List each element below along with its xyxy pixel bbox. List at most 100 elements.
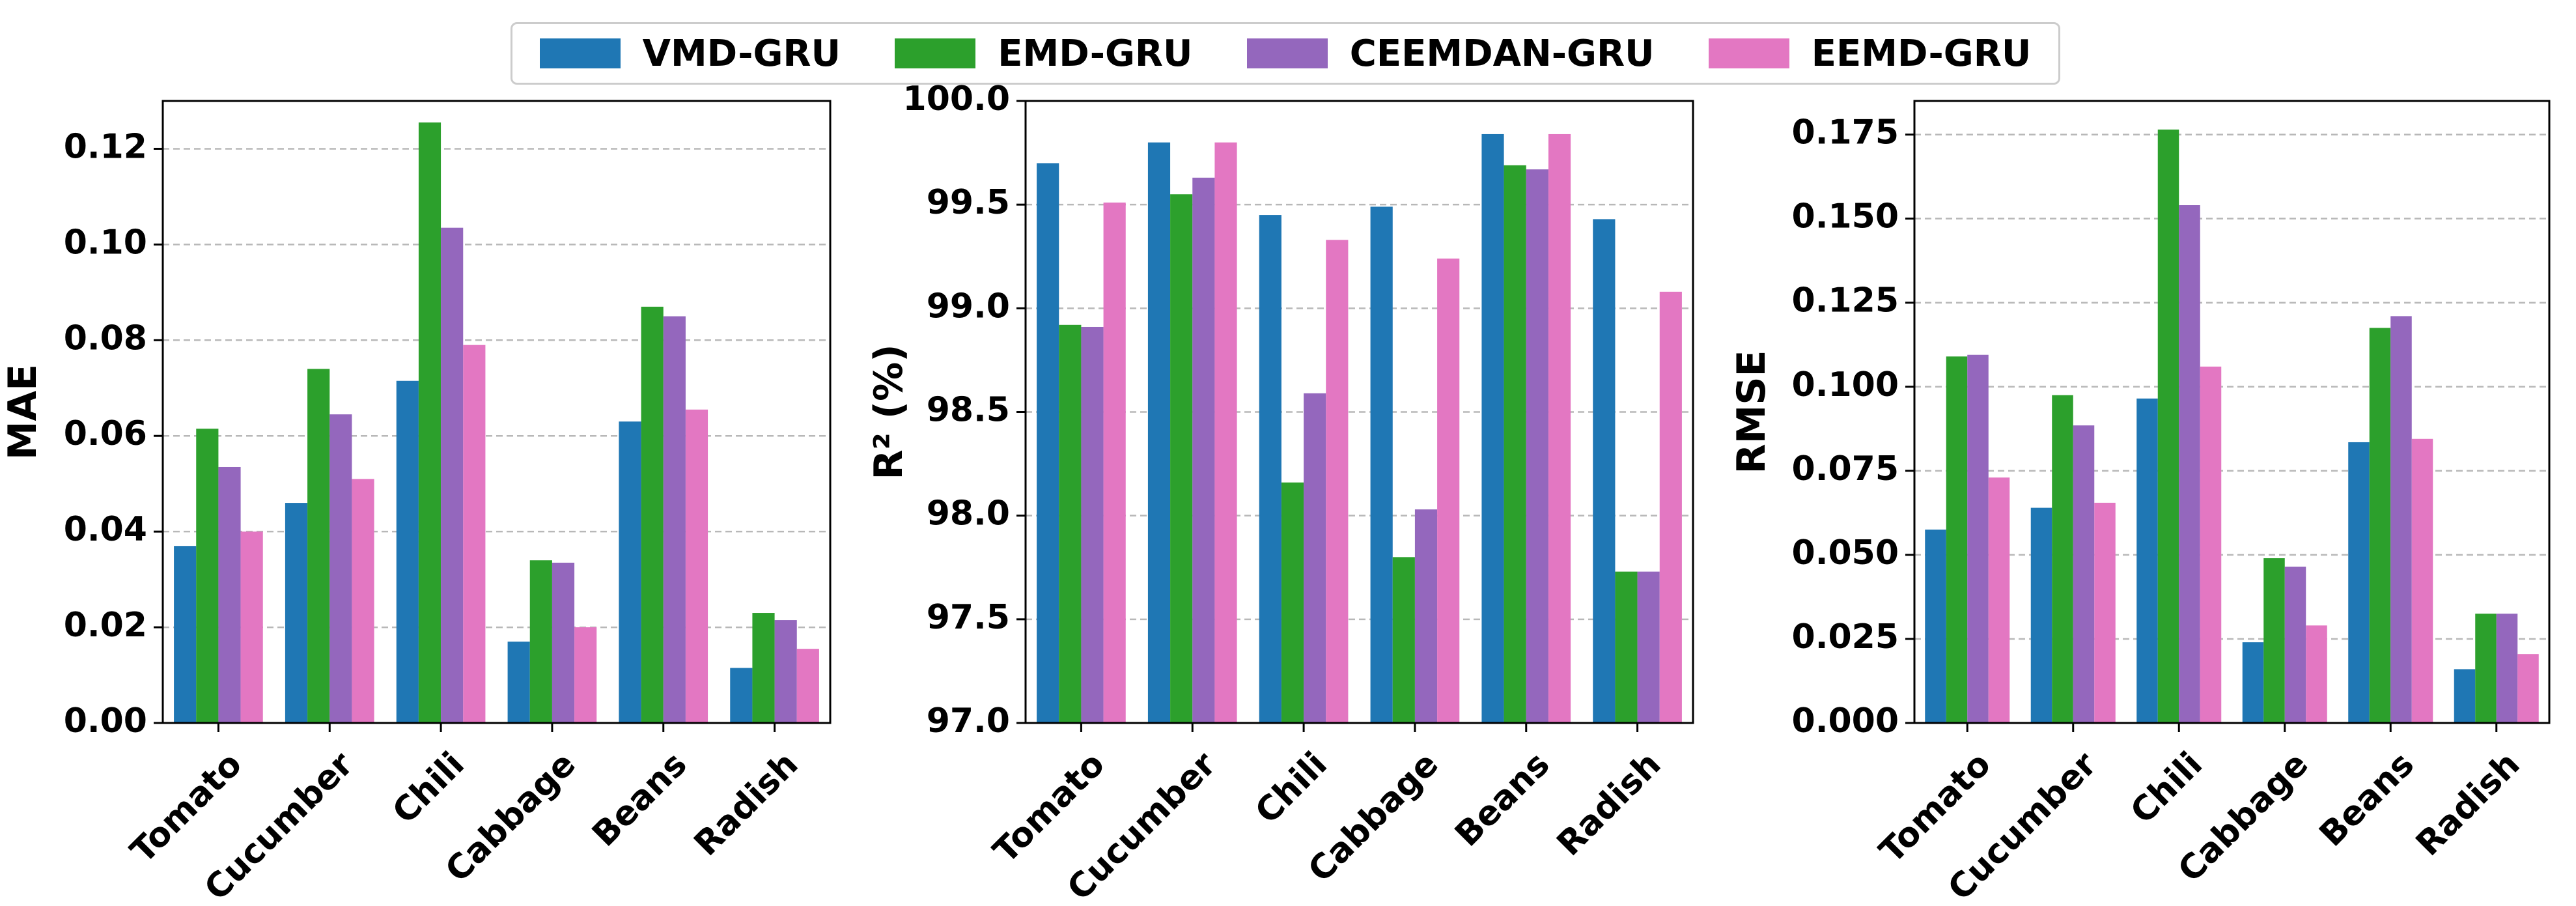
chart-rmse-bar-ceemdan-gru-radish	[2496, 614, 2518, 723]
chart-rmse-bar-emd-gru-cucumber	[2052, 395, 2073, 723]
chart-r2-bar-eemd-gru-radish	[1659, 291, 1682, 723]
chart-r2-ytick-label: 98.5	[927, 391, 1010, 430]
chart-mae-ytick-label: 0.06	[64, 414, 147, 453]
chart-rmse-bar-vmd-gru-tomato	[1925, 530, 1946, 723]
chart-mae-bar-vmd-gru-beans	[619, 421, 641, 723]
chart-rmse-bar-emd-gru-cabbage	[2263, 558, 2285, 723]
chart-mae-xtick-label-chili: Chili	[385, 744, 471, 831]
legend-swatch-ceemdan-gru	[1246, 38, 1328, 68]
chart-rmse-xtick-label-chili: Chili	[2123, 744, 2210, 831]
legend-item-eemd-gru: EEMD-GRU	[1708, 32, 2032, 75]
chart-r2-bar-vmd-gru-chili	[1259, 215, 1281, 723]
chart-rmse-bar-vmd-gru-beans	[2348, 442, 2370, 723]
chart-r2-bar-eemd-gru-cabbage	[1437, 258, 1460, 723]
chart-r2-bar-eemd-gru-cucumber	[1214, 142, 1237, 723]
chart-rmse-bar-emd-gru-beans	[2369, 328, 2391, 724]
chart-rmse-bar-ceemdan-gru-chili	[2179, 205, 2200, 723]
chart-rmse-ylabel: RMSE	[1729, 350, 1774, 474]
legend-swatch-vmd-gru	[539, 38, 621, 68]
chart-r2-ytick-label: 97.0	[927, 701, 1010, 741]
chart-r2-xtick-label-chili: Chili	[1248, 744, 1334, 831]
chart-mae-bar-emd-gru-chili	[418, 122, 441, 724]
legend-swatch-emd-gru	[895, 38, 976, 68]
chart-rmse-bar-vmd-gru-cucumber	[2030, 507, 2052, 723]
chart-r2-bar-vmd-gru-cucumber	[1147, 142, 1171, 723]
chart-rmse-bar-eemd-gru-cucumber	[2094, 502, 2116, 723]
chart-r2-bar-emd-gru-radish	[1615, 571, 1638, 723]
chart-r2-ytick-label: 99.0	[927, 287, 1010, 326]
chart-rmse-frame	[1913, 100, 2551, 724]
chart-r2-bar-ceemdan-gru-beans	[1526, 169, 1548, 723]
chart-r2-bar-ceemdan-gru-cabbage	[1414, 509, 1438, 723]
legend-swatch-eemd-gru	[1708, 38, 1789, 68]
chart-r2-bar-ceemdan-gru-chili	[1304, 393, 1326, 723]
chart-mae-bar-emd-gru-radish	[752, 613, 775, 723]
chart-r2-ylabel: R² (%)	[866, 344, 912, 479]
chart-r2-bar-eemd-gru-tomato	[1103, 202, 1126, 723]
legend-label-eemd-gru: EEMD-GRU	[1811, 32, 2032, 75]
chart-r2-bar-vmd-gru-tomato	[1037, 163, 1059, 723]
legend-item-ceemdan-gru: CEEMDAN-GRU	[1246, 32, 1655, 75]
chart-mae-bar-vmd-gru-radish	[730, 668, 753, 723]
legend-label-ceemdan-gru: CEEMDAN-GRU	[1349, 32, 1655, 75]
chart-mae-bar-ceemdan-gru-beans	[663, 316, 686, 724]
chart-mae-bar-vmd-gru-cucumber	[285, 503, 308, 723]
legend-label-emd-gru: EMD-GRU	[998, 32, 1193, 75]
chart-rmse-ytick-label: 0.075	[1792, 449, 1899, 488]
chart-r2-bar-eemd-gru-chili	[1326, 240, 1349, 723]
chart-mae-ytick-label: 0.08	[64, 319, 147, 358]
chart-r2-bar-ceemdan-gru-radish	[1637, 571, 1660, 723]
chart-r2-bar-vmd-gru-cabbage	[1370, 206, 1393, 724]
chart-rmse-bar-eemd-gru-beans	[2411, 438, 2433, 723]
chart-mae-bar-eemd-gru-chili	[463, 345, 486, 723]
chart-mae-bar-emd-gru-beans	[641, 306, 664, 723]
chart-mae-bar-ceemdan-gru-cabbage	[552, 562, 575, 723]
chart-r2-ytick-label: 98.0	[927, 494, 1010, 533]
chart-r2-bar-emd-gru-cucumber	[1170, 194, 1193, 723]
chart-r2-ytick-label: 97.5	[927, 598, 1010, 637]
chart-mae-bar-ceemdan-gru-chili	[441, 227, 464, 723]
chart-mae-bar-vmd-gru-cabbage	[507, 642, 530, 723]
chart-mae-xtick-label-beans: Beans	[585, 744, 694, 854]
chart-rmse-ytick-label: 0.100	[1792, 365, 1899, 404]
chart-mae-ylabel: MAE	[0, 364, 46, 460]
chart-mae-xtick-label-radish: Radish	[687, 744, 806, 864]
chart-mae-ytick-label: 0.12	[64, 127, 147, 166]
chart-mae-bar-eemd-gru-tomato	[240, 531, 263, 723]
chart-rmse-ytick-label: 0.025	[1792, 617, 1899, 657]
chart-mae-ytick-label: 0.02	[64, 606, 147, 645]
chart-mae-bar-eemd-gru-cucumber	[352, 479, 374, 723]
chart-r2-bar-ceemdan-gru-tomato	[1081, 326, 1104, 723]
chart-rmse-ytick-label: 0.125	[1792, 281, 1899, 320]
chart-mae-bar-vmd-gru-chili	[396, 380, 419, 723]
chart-r2-ytick-label: 100.0	[903, 79, 1010, 119]
chart-mae-bar-vmd-gru-tomato	[174, 546, 197, 723]
legend: VMD-GRU EMD-GRU CEEMDAN-GRU EEMD-GRU	[511, 22, 2060, 85]
chart-mae-bar-eemd-gru-beans	[685, 409, 708, 723]
chart-mae-ytick-label: 0.00	[64, 701, 147, 741]
chart-rmse-bar-emd-gru-chili	[2157, 129, 2179, 724]
chart-rmse-ytick-label: 0.150	[1792, 197, 1899, 236]
chart-mae-bar-emd-gru-cucumber	[307, 369, 330, 723]
chart-mae-bar-eemd-gru-radish	[796, 649, 819, 723]
chart-mae-frame	[161, 100, 832, 724]
chart-r2-xtick-label-radish: Radish	[1550, 744, 1669, 864]
legend-item-vmd-gru: VMD-GRU	[539, 32, 841, 75]
chart-rmse-bar-emd-gru-tomato	[1946, 356, 1968, 723]
chart-r2-ytick-label: 99.5	[927, 183, 1010, 222]
chart-r2-bar-vmd-gru-radish	[1593, 219, 1616, 723]
chart-mae-bar-emd-gru-cabbage	[529, 560, 552, 723]
chart-mae-bar-eemd-gru-cabbage	[574, 627, 597, 723]
chart-rmse-bar-vmd-gru-cabbage	[2242, 642, 2264, 723]
chart-rmse-bar-ceemdan-gru-cucumber	[2073, 425, 2095, 723]
chart-rmse-bar-ceemdan-gru-tomato	[1967, 354, 1989, 723]
chart-rmse-xtick-label-radish: Radish	[2409, 744, 2528, 864]
chart-rmse-ytick-label: 0.050	[1792, 533, 1899, 573]
chart-mae-ytick-label: 0.10	[64, 223, 147, 262]
chart-rmse-ytick-label: 0.000	[1792, 701, 1899, 741]
chart-mae-bar-ceemdan-gru-tomato	[218, 466, 241, 723]
chart-mae-ytick-label: 0.04	[64, 510, 147, 549]
chart-rmse-xtick-label-beans: Beans	[2312, 744, 2422, 854]
legend-label-vmd-gru: VMD-GRU	[642, 32, 841, 75]
